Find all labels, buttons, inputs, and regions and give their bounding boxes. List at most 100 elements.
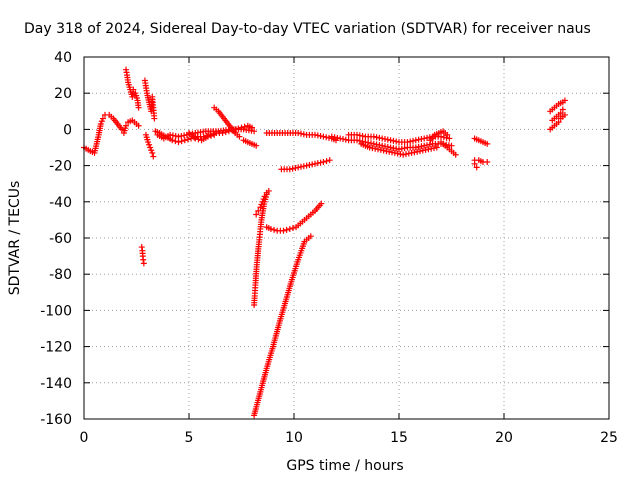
- data-point: [181, 137, 188, 144]
- y-tick-label: -80: [49, 267, 72, 283]
- data-point: [178, 138, 185, 145]
- data-point: [298, 163, 304, 170]
- data-point: [356, 132, 363, 139]
- data-point: [175, 139, 182, 146]
- data-point: [426, 141, 433, 148]
- data-point: [440, 134, 447, 141]
- data-point: [376, 134, 383, 141]
- data-point: [359, 133, 366, 140]
- data-point: [340, 136, 346, 143]
- data-point: [283, 226, 290, 233]
- data-point: [181, 132, 188, 139]
- data-point: [417, 148, 423, 155]
- data-point: [334, 134, 341, 141]
- data-point: [404, 139, 411, 146]
- data-point: [382, 136, 388, 143]
- data-point: [433, 144, 440, 151]
- data-point: [425, 146, 432, 153]
- data-point: [140, 260, 147, 267]
- x-tick-label: 5: [185, 430, 194, 446]
- data-point: [251, 128, 258, 135]
- data-point: [398, 145, 405, 152]
- data-point: [401, 145, 408, 152]
- data-point: [263, 189, 270, 196]
- data-point: [258, 201, 265, 208]
- data-point: [267, 225, 274, 232]
- data-point: [393, 145, 400, 152]
- data-point: [446, 135, 453, 142]
- data-point: [328, 133, 335, 140]
- data-point: [373, 134, 380, 141]
- y-tick-label: -20: [49, 159, 72, 175]
- data-point: [397, 151, 404, 158]
- data-point: [184, 136, 191, 143]
- data-point: [412, 144, 419, 151]
- data-point: [98, 118, 105, 125]
- data-point: [289, 225, 296, 232]
- y-tick-label: -140: [40, 376, 72, 392]
- data-point: [389, 149, 395, 156]
- data-point: [130, 86, 137, 93]
- data-point: [253, 142, 260, 149]
- data-point: [354, 137, 360, 144]
- data-point: [323, 158, 330, 165]
- y-tick-label: -60: [49, 231, 72, 247]
- y-tick-label: 0: [63, 122, 72, 138]
- data-point: [259, 198, 266, 205]
- data-point: [411, 149, 418, 156]
- data-point: [384, 136, 391, 143]
- data-point: [169, 137, 176, 144]
- data-point: [484, 140, 491, 147]
- data-point: [365, 139, 372, 146]
- chart-title: Day 318 of 2024, Sidereal Day-to-day VTE…: [24, 21, 591, 37]
- x-tick-label: 0: [80, 430, 89, 446]
- data-point: [323, 134, 330, 141]
- data-point: [424, 142, 430, 149]
- data-point: [286, 225, 293, 232]
- data-point: [379, 142, 386, 149]
- data-point: [408, 149, 415, 156]
- data-point: [452, 151, 459, 158]
- data-point: [403, 151, 409, 158]
- data-point: [326, 157, 333, 164]
- data-point: [303, 162, 310, 169]
- data-point: [312, 160, 318, 167]
- plot-frame: [83, 56, 610, 420]
- y-axis-label: SDTVAR / TECUs: [7, 181, 23, 296]
- data-point: [428, 145, 435, 152]
- data-point: [317, 133, 324, 140]
- data-point: [175, 133, 182, 140]
- y-axis-ticks: 40 20 0 -20 -40 -60 -80 -100 -120 -140 -160: [40, 50, 609, 428]
- data-points: [81, 66, 568, 419]
- data-point: [280, 227, 287, 234]
- x-tick-label: 20: [495, 430, 513, 446]
- data-point: [295, 130, 302, 137]
- x-tick-label: 25: [600, 430, 618, 446]
- data-point: [253, 211, 260, 218]
- data-point: [257, 204, 264, 211]
- data-point: [286, 166, 293, 173]
- x-tick-label: 10: [285, 430, 303, 446]
- data-point: [236, 133, 243, 140]
- data-point: [379, 135, 386, 142]
- data-point: [387, 144, 394, 151]
- data-point: [151, 115, 158, 122]
- data-point: [306, 161, 313, 168]
- data-point: [390, 145, 397, 152]
- data-point: [331, 134, 338, 141]
- data-point: [373, 141, 380, 148]
- data-point: [135, 104, 142, 111]
- y-tick-label: -100: [40, 303, 72, 319]
- data-point: [407, 138, 414, 145]
- data-point: [561, 97, 568, 104]
- data-point: [405, 150, 412, 157]
- data-point: [391, 149, 398, 156]
- data-point: [354, 131, 360, 138]
- data-point: [145, 139, 152, 146]
- data-point: [400, 151, 407, 158]
- data-point: [318, 200, 325, 207]
- data-point: [415, 136, 422, 143]
- data-point: [300, 163, 307, 170]
- data-point: [424, 134, 430, 141]
